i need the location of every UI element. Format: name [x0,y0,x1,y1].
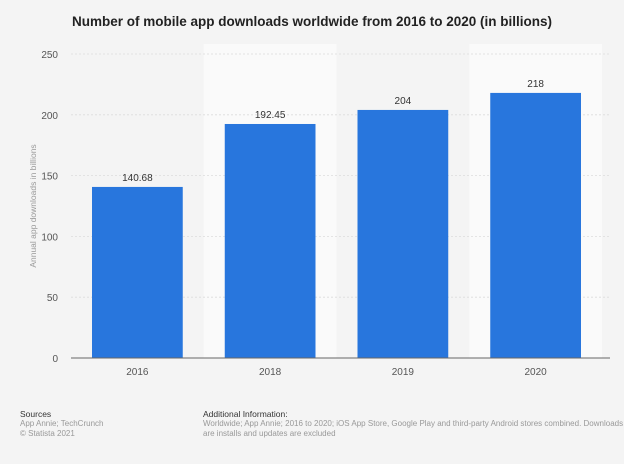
bar[interactable] [490,92,581,359]
x-tick-label: 2020 [525,367,548,378]
bar[interactable] [92,186,183,358]
data-label: 140.68 [122,173,153,184]
copyright: © Statista 2021 [20,429,75,438]
data-label: 192.45 [255,110,286,121]
chart-title: Number of mobile app downloads worldwide… [71,14,553,29]
data-label: 204 [395,96,412,107]
y-tick-label: 150 [41,172,58,183]
sources-heading: Sources [20,409,52,419]
bar[interactable] [224,123,316,358]
y-tick-label: 200 [41,111,58,122]
x-tick-label: 2018 [259,367,282,378]
y-tick-label: 50 [47,293,59,304]
sources-block: Sources App Annie; TechCrunch © Statista… [20,409,103,439]
info-text: Worldwide; App Annie; 2016 to 2020; iOS … [203,419,624,438]
x-tick-label: 2019 [392,367,415,378]
additional-info: Additional Information: Worldwide; App A… [203,409,624,439]
bar-chart: 0 50 100 150 200 250 140.68 2016 192.45 2018 204 20… [28,50,610,378]
bar[interactable] [357,109,449,358]
y-axis-label: Annual app downloads in billions [28,144,38,267]
sources-text[interactable]: App Annie; TechCrunch [20,419,104,428]
info-heading: Additional Information: [203,409,288,419]
data-label: 218 [527,79,544,90]
y-tick-label: 0 [52,354,58,365]
x-tick-label: 2016 [126,367,149,378]
y-tick-label: 250 [41,50,58,61]
y-tick-label: 100 [41,232,58,243]
